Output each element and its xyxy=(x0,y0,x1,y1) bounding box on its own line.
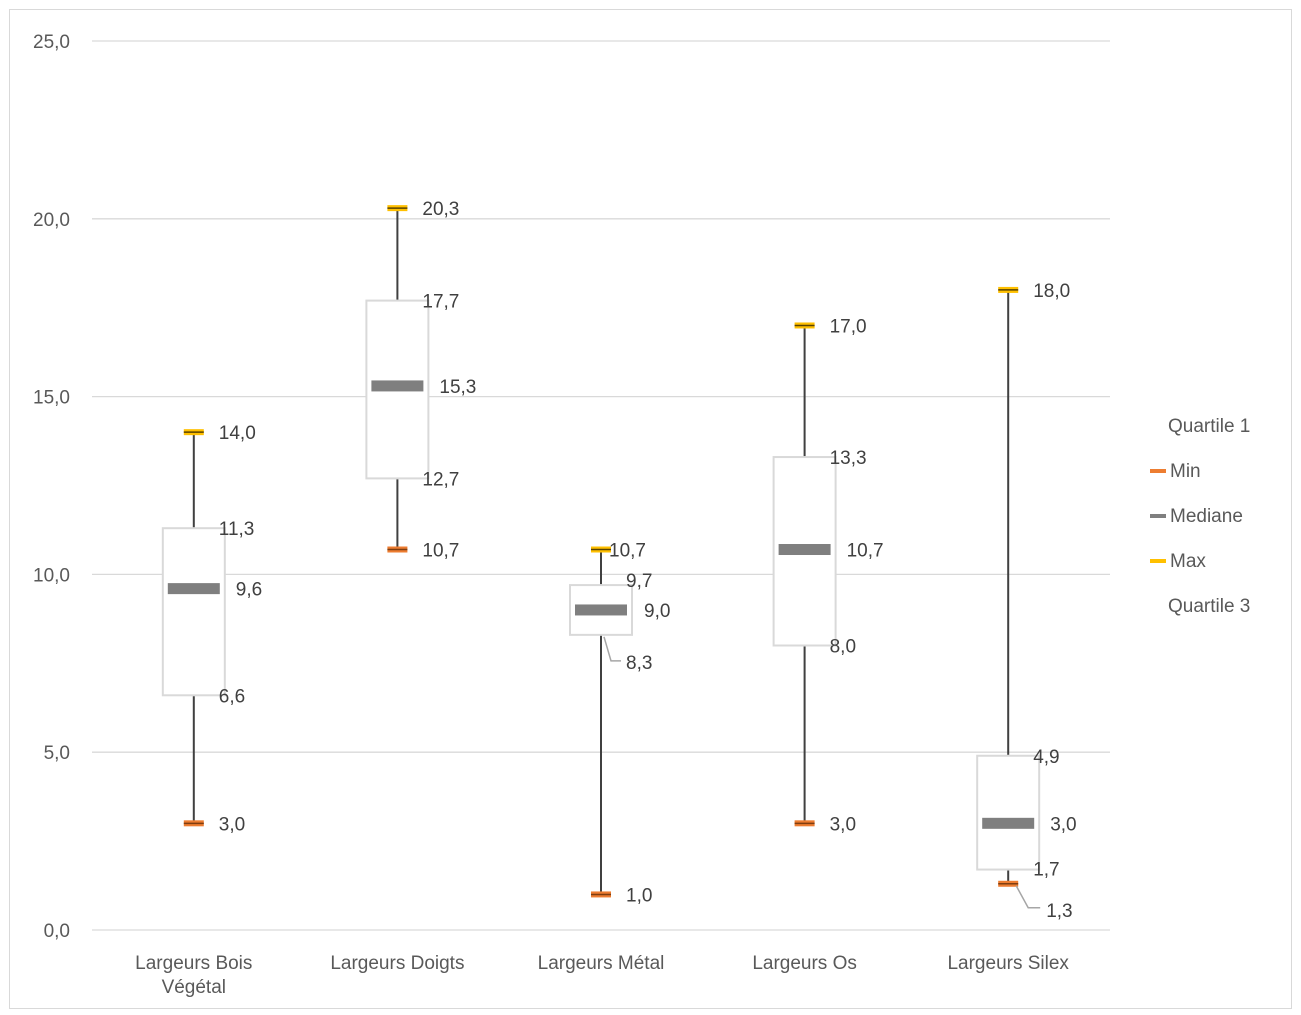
legend-entry: Mediane xyxy=(1170,506,1243,527)
legend: Quartile 1 Min Mediane Max Quartile 3 xyxy=(1150,416,1250,617)
q1-label: 8,0 xyxy=(830,637,856,658)
x-axis: Largeurs Bois Végétal Largeurs Doigts Large… xyxy=(135,953,1069,998)
median-label: 9,0 xyxy=(644,601,670,622)
q3-label: 11,3 xyxy=(219,519,255,540)
y-tick-label: 20,0 xyxy=(33,210,70,231)
x-tick-label-line: Végétal xyxy=(162,977,226,998)
min-label: 3,0 xyxy=(830,814,856,835)
chart-frame xyxy=(9,9,1292,1009)
x-tick-label: Largeurs Métal xyxy=(538,953,665,974)
median-label: 3,0 xyxy=(1050,814,1076,835)
q3-label: 4,9 xyxy=(1033,747,1059,768)
y-tick-label: 25,0 xyxy=(33,32,70,53)
y-tick-label: 5,0 xyxy=(44,743,70,764)
min-label: 1,0 xyxy=(626,885,652,906)
max-label: 20,3 xyxy=(422,199,459,220)
legend-marker xyxy=(1150,469,1166,473)
legend-entry: Quartile 1 xyxy=(1168,416,1250,437)
x-tick-label-line: Largeurs Os xyxy=(752,953,857,974)
gridlines xyxy=(92,40,1110,931)
median-marker xyxy=(778,544,831,556)
max-label: 18,0 xyxy=(1033,281,1070,302)
legend-entry: Quartile 3 xyxy=(1168,596,1250,617)
box-iqr xyxy=(161,527,226,697)
median-label: 10,7 xyxy=(847,541,884,562)
x-tick-label: Largeurs Silex xyxy=(947,953,1069,974)
box-iqr xyxy=(976,754,1041,871)
q1-leader-line xyxy=(603,636,621,662)
q1-label: 1,7 xyxy=(1033,860,1059,881)
median-marker xyxy=(575,604,627,616)
x-tick-label-line: Largeurs Doigts xyxy=(330,953,464,974)
max-label: 17,0 xyxy=(830,316,867,337)
y-tick-label: 10,0 xyxy=(33,565,70,586)
median-marker xyxy=(371,380,424,392)
x-tick-label-line: Largeurs Bois xyxy=(135,953,252,974)
x-tick-label: Largeurs Os xyxy=(752,953,857,974)
min-label: 1,3 xyxy=(1046,901,1072,922)
min-label: 3,0 xyxy=(219,814,245,835)
x-tick-label: Largeurs Bois Végétal xyxy=(135,953,252,998)
x-tick-label-line: Largeurs Silex xyxy=(947,953,1069,974)
median-label: 9,6 xyxy=(236,580,262,601)
x-tick-label: Largeurs Doigts xyxy=(330,953,464,974)
plot-area xyxy=(161,205,1041,898)
min-label: 10,7 xyxy=(422,541,459,562)
max-label: 10,7 xyxy=(609,541,646,562)
median-marker xyxy=(982,817,1035,829)
q1-label: 6,6 xyxy=(219,686,245,707)
y-axis: 0,0 5,0 10,0 15,0 20,0 25,0 xyxy=(33,32,70,942)
q1-label: 12,7 xyxy=(422,469,459,490)
q3-label: 17,7 xyxy=(422,292,459,313)
q3-label: 13,3 xyxy=(830,448,867,469)
q3-label: 9,7 xyxy=(626,571,652,592)
median-marker xyxy=(167,583,220,595)
y-tick-label: 15,0 xyxy=(33,388,70,409)
x-tick-label-line: Largeurs Métal xyxy=(538,953,665,974)
median-label: 15,3 xyxy=(439,377,476,398)
data-labels: 14,0 3,0 9,6 11,3 6,6 20,3 10,7 15,3 17,7 12,7 10,… xyxy=(219,199,1077,922)
legend-entry: Max xyxy=(1170,551,1206,572)
q1-label: 8,3 xyxy=(626,653,652,674)
legend-marker xyxy=(1150,514,1166,518)
legend-marker xyxy=(1150,559,1166,563)
max-label: 14,0 xyxy=(219,423,256,444)
min-leader-line xyxy=(1015,885,1041,909)
y-tick-label: 0,0 xyxy=(44,921,70,942)
legend-entry: Min xyxy=(1170,461,1201,482)
